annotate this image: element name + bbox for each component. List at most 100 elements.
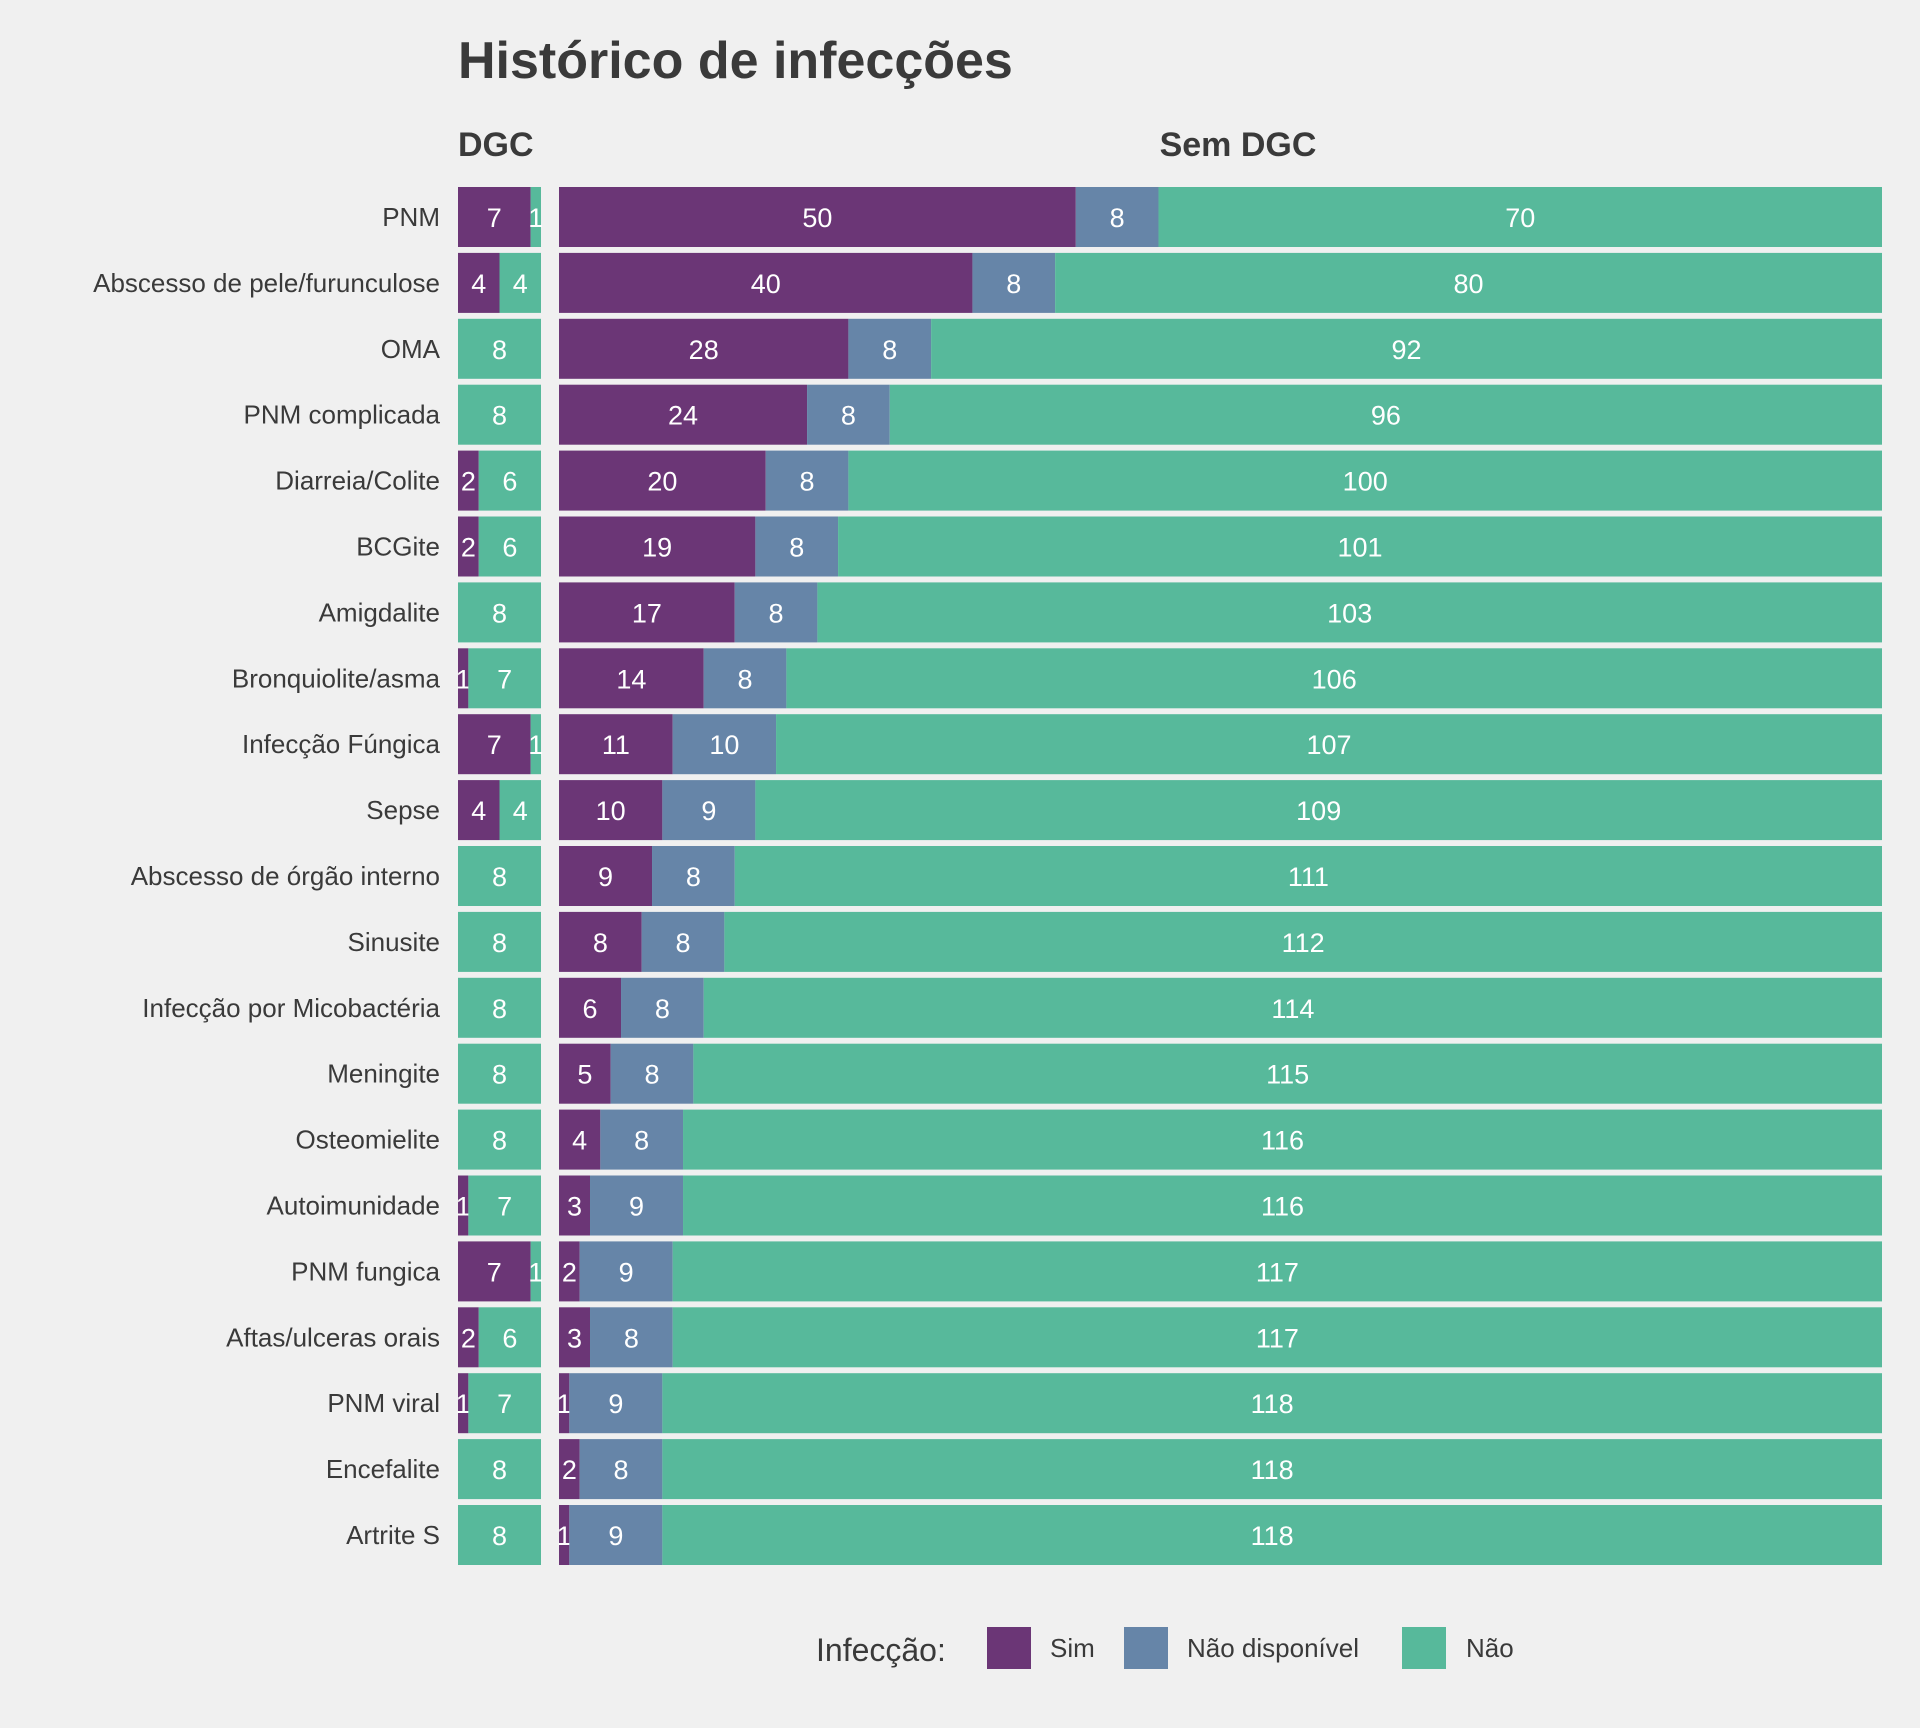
bar-label-sem-dgc-sim: 3 <box>567 1192 582 1222</box>
bar-label-sem-dgc-sim: 3 <box>567 1323 582 1353</box>
category-label-aftas-ulceras-orais: Aftas/ulceras orais <box>226 1322 440 1352</box>
bar-sem-dgc-sim <box>559 1373 570 1434</box>
bar-sem-dgc-sim <box>559 648 704 709</box>
bar-label-sem-dgc-nao-disponivel: 8 <box>789 533 804 563</box>
bar-dgc-nao <box>458 1043 541 1104</box>
bar-dgc-sim <box>458 1175 469 1236</box>
bar-label-dgc-nao: 8 <box>492 598 507 628</box>
bar-label-dgc-nao: 7 <box>497 1192 512 1222</box>
bar-sem-dgc-sim <box>559 977 622 1038</box>
bar-sem-dgc-nao-disponivel <box>579 1241 673 1302</box>
bar-label-dgc-nao: 7 <box>497 1389 512 1419</box>
bar-label-sem-dgc-sim: 5 <box>577 1060 592 1090</box>
bar-label-sem-dgc-nao-disponivel: 8 <box>686 862 701 892</box>
bar-sem-dgc-nao-disponivel <box>569 1505 663 1565</box>
category-label-pnm-complicada: PNM complicada <box>243 400 440 430</box>
bar-dgc-sim <box>458 1241 531 1302</box>
bar-label-dgc-sim: 7 <box>487 730 502 760</box>
bar-label-sem-dgc-sim: 11 <box>602 730 630 760</box>
bar-label-dgc-sim: 7 <box>487 203 502 233</box>
category-label-encefalite: Encefalite <box>326 1454 440 1484</box>
bar-label-sem-dgc-nao: 117 <box>1256 1257 1299 1287</box>
bar-label-sem-dgc-nao: 100 <box>1343 467 1388 497</box>
bar-label-dgc-nao: 1 <box>528 1257 543 1287</box>
bar-label-sem-dgc-sim: 2 <box>562 1455 577 1485</box>
bar-label-sem-dgc-nao-disponivel: 8 <box>634 1126 649 1156</box>
bar-sem-dgc-nao <box>1158 187 1882 247</box>
bar-sem-dgc-nao-disponivel <box>672 714 777 775</box>
bar-label-sem-dgc-sim: 6 <box>582 994 597 1024</box>
bar-sem-dgc-nao <box>848 450 1882 511</box>
bar-dgc-nao <box>458 1505 541 1565</box>
bar-sem-dgc-nao-disponivel <box>734 582 818 643</box>
bar-dgc-nao <box>468 1373 541 1434</box>
bar-label-sem-dgc-sim: 20 <box>647 467 677 497</box>
bar-label-sem-dgc-nao: 109 <box>1296 796 1341 826</box>
bar-sem-dgc-sim <box>559 1439 580 1500</box>
bar-label-sem-dgc-nao: 111 <box>1288 862 1329 892</box>
bar-dgc-sim <box>458 780 500 841</box>
bar-dgc-nao <box>530 187 541 247</box>
bar-sem-dgc-nao-disponivel <box>972 252 1056 313</box>
bar-sem-dgc-sim <box>559 780 663 841</box>
bar-label-sem-dgc-nao: 101 <box>1338 533 1383 563</box>
bar-label-sem-dgc-nao: 106 <box>1312 664 1357 694</box>
bar-dgc-nao <box>468 648 541 709</box>
bar-label-dgc-nao: 1 <box>528 730 543 760</box>
bar-label-dgc-nao: 4 <box>513 796 528 826</box>
bar-sem-dgc-sim <box>559 384 808 445</box>
bar-dgc-nao <box>468 1175 541 1236</box>
bar-label-sem-dgc-nao: 92 <box>1392 335 1422 365</box>
bar-dgc-nao <box>458 582 541 643</box>
bar-label-sem-dgc-nao-disponivel: 8 <box>645 1060 660 1090</box>
bar-label-sem-dgc-nao-disponivel: 8 <box>614 1455 629 1485</box>
bar-sem-dgc-nao <box>672 1241 1882 1302</box>
bar-label-sem-dgc-sim: 1 <box>557 1521 572 1551</box>
bar-label-sem-dgc-nao-disponivel: 9 <box>619 1257 634 1287</box>
bar-label-sem-dgc-nao: 80 <box>1454 269 1484 299</box>
bar-label-sem-dgc-sim: 8 <box>593 928 608 958</box>
bar-sem-dgc-nao <box>693 1043 1882 1104</box>
bar-sem-dgc-nao <box>662 1505 1882 1565</box>
bar-label-dgc-nao: 6 <box>502 533 517 563</box>
category-label-meningite: Meningite <box>327 1059 440 1089</box>
bar-label-dgc-nao: 7 <box>497 664 512 694</box>
bar-dgc-nao <box>530 714 541 775</box>
bar-label-sem-dgc-nao-disponivel: 9 <box>701 796 716 826</box>
bar-label-sem-dgc-sim: 14 <box>616 664 646 694</box>
bar-label-sem-dgc-nao-disponivel: 8 <box>738 664 753 694</box>
bar-label-dgc-sim: 2 <box>461 467 476 497</box>
bar-sem-dgc-nao <box>755 780 1882 841</box>
category-label-pnm: PNM <box>382 202 440 232</box>
bar-sem-dgc-nao <box>838 516 1882 577</box>
bar-label-sem-dgc-nao-disponivel: 8 <box>655 994 670 1024</box>
bar-label-sem-dgc-nao: 112 <box>1282 928 1325 958</box>
bar-sem-dgc-sim <box>559 1175 591 1236</box>
bar-label-sem-dgc-nao-disponivel: 9 <box>608 1389 623 1419</box>
bar-label-sem-dgc-nao-disponivel: 8 <box>1110 203 1125 233</box>
bar-label-sem-dgc-sim: 40 <box>751 269 781 299</box>
bar-label-dgc-nao: 8 <box>492 994 507 1024</box>
bar-label-sem-dgc-nao-disponivel: 8 <box>1006 269 1021 299</box>
legend-label-nao: Não <box>1466 1633 1514 1663</box>
bar-sem-dgc-nao <box>817 582 1882 643</box>
bar-sem-dgc-nao-disponivel <box>652 846 735 906</box>
bar-label-dgc-nao: 8 <box>492 862 507 892</box>
bar-label-dgc-sim: 1 <box>456 1389 471 1419</box>
bar-label-sem-dgc-nao: 70 <box>1505 203 1535 233</box>
bar-label-sem-dgc-nao-disponivel: 8 <box>800 467 815 497</box>
bar-sem-dgc-nao <box>931 318 1882 379</box>
category-label-bronquiolite-asma: Bronquiolite/asma <box>232 663 441 693</box>
bar-label-dgc-sim: 4 <box>471 796 486 826</box>
legend-label-nao-disponivel: Não disponível <box>1187 1633 1359 1663</box>
category-label-infeccao-fungica: Infecção Fúngica <box>242 729 441 759</box>
bar-label-dgc-sim: 2 <box>461 1323 476 1353</box>
bar-dgc-sim <box>458 252 500 313</box>
bar-sem-dgc-sim <box>559 252 973 313</box>
bar-sem-dgc-nao-disponivel <box>579 1439 663 1500</box>
bar-label-sem-dgc-nao: 114 <box>1271 994 1314 1024</box>
bar-dgc-nao <box>530 1241 541 1302</box>
chart-title: Histórico de infecções <box>458 32 1013 90</box>
bar-sem-dgc-sim <box>559 1043 611 1104</box>
bar-sem-dgc-sim <box>559 1307 591 1368</box>
